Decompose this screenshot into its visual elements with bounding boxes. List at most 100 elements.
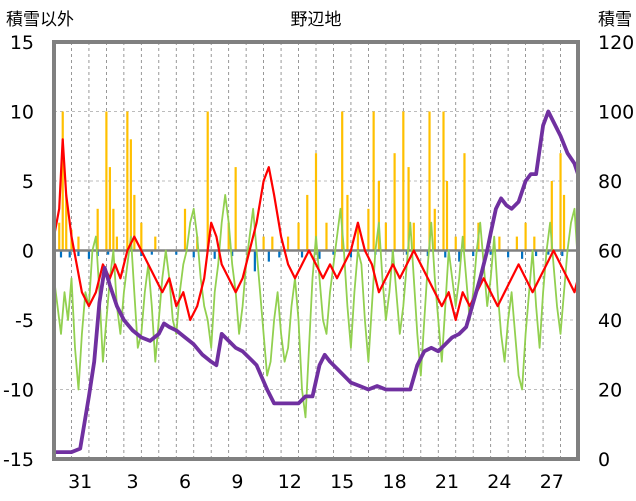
precipitation-bars (58, 111, 566, 251)
snow_change-bar-9 (192, 250, 195, 258)
precip-bar-19 (234, 167, 237, 251)
precip-bar-45 (498, 236, 501, 251)
precip-bar-15 (183, 208, 187, 251)
x-tick-label-7: 21 (435, 471, 459, 493)
precip-bar-0 (58, 222, 61, 251)
snow_change-bar-28 (521, 250, 524, 259)
snow_change-bar-15 (300, 250, 304, 258)
snow-depth-series (52, 109, 580, 455)
x-tick-label-8: 24 (487, 471, 511, 493)
left-tick-label-5: 10 (10, 102, 34, 124)
temperature-series (52, 138, 580, 322)
plot-frame (52, 40, 580, 461)
precip-bar-37 (412, 222, 415, 251)
precip-bar-14 (154, 236, 157, 251)
precip-bar-50 (559, 153, 562, 251)
snow_change-bar-18 (349, 250, 353, 258)
precip-bar-28 (346, 194, 349, 251)
snow_change-bar-12 (253, 250, 256, 272)
precip-bar-41 (445, 181, 449, 251)
right-axis-title: 積雪 (598, 10, 632, 30)
right-tick-label-0: 0 (598, 449, 610, 471)
x-tick-label-1: 3 (127, 471, 139, 493)
precip-bar-42 (454, 236, 457, 251)
snow_change-bar-23 (444, 250, 447, 258)
precip-bar-51 (562, 194, 566, 251)
x-tick-label-0: 31 (68, 471, 92, 493)
precip-bar-4 (77, 236, 80, 251)
snow_change-bar-22 (426, 250, 429, 257)
precip-bar-49 (550, 181, 553, 251)
x-tick-label-2: 6 (179, 471, 191, 493)
precip-bar-27 (341, 111, 344, 251)
x-axis-ticks: 31 3 6 9 12 15 18 21 24 27 (68, 471, 564, 493)
precip-bar-36 (407, 167, 410, 251)
precip-bar-33 (384, 222, 387, 251)
snow_change-bar-14 (278, 250, 281, 258)
precip-bar-35 (402, 111, 405, 251)
precip-bar-10 (126, 111, 129, 251)
snow_change-bar-24 (458, 250, 461, 262)
snow_depth-line (52, 109, 580, 455)
wind-series (53, 193, 579, 419)
precip-bar-31 (372, 111, 375, 251)
precip-bar-17 (206, 111, 209, 251)
precip-bar-39 (433, 208, 436, 251)
chart-title: 野辺地 (291, 10, 342, 30)
precip-bar-8 (112, 208, 115, 251)
snow_change-bar-21 (405, 250, 408, 255)
precip-bar-34 (393, 153, 396, 251)
snow_change-bar-13 (267, 250, 270, 262)
snow_change-bar-30 (547, 250, 550, 255)
x-tick-label-6: 18 (383, 471, 407, 493)
left-tick-label-2: -5 (15, 310, 34, 332)
precip-bar-20 (262, 236, 265, 251)
precip-bar-11 (129, 139, 132, 251)
snow_change-bar-0 (59, 250, 63, 258)
precip-bar-18 (227, 222, 230, 251)
left-tick-label-1: -10 (3, 380, 34, 402)
snow_change-bar-16 (318, 250, 321, 259)
left-tick-label-3: 0 (22, 241, 34, 263)
left-tick-label-6: 15 (10, 32, 34, 54)
precip-bar-2 (65, 194, 68, 251)
precip-bar-43 (463, 153, 466, 251)
right-tick-label-2: 40 (598, 310, 622, 332)
right-tick-label-6: 120 (598, 32, 634, 54)
precip-bar-25 (314, 153, 318, 251)
snow_change-bar-31 (561, 250, 564, 257)
right-axis-ticks: 0 20 40 60 80 100 120 (598, 32, 634, 471)
wind-line (53, 193, 579, 419)
x-tick-label-5: 15 (330, 471, 354, 493)
snow_change-bar-6 (140, 250, 143, 257)
right-tick-label-4: 80 (598, 171, 622, 193)
right-tick-label-1: 20 (598, 380, 622, 402)
precip-bar-29 (356, 222, 360, 251)
precip-bar-32 (377, 181, 380, 251)
snow_change-bar-27 (507, 250, 510, 258)
snow_change-bar-29 (534, 250, 538, 257)
precip-bar-24 (306, 194, 309, 251)
precip-bar-13 (140, 222, 143, 251)
precip-bar-1 (61, 111, 64, 251)
precip-bar-46 (515, 236, 518, 251)
precip-bar-12 (133, 194, 136, 251)
x-tick-label-3: 9 (231, 471, 243, 493)
precip-bar-9 (115, 236, 118, 251)
precip-bar-40 (442, 111, 445, 251)
snow_change-bar-26 (489, 250, 492, 255)
left-axis-title: 積雪以外 (6, 10, 74, 30)
precip-bar-22 (286, 236, 290, 251)
snow_change-bar-1 (68, 250, 71, 258)
right-tick-label-3: 60 (598, 241, 622, 263)
x-tick-label-9: 27 (540, 471, 564, 493)
snow_change-bar-2 (77, 250, 80, 257)
snow_change-bar-8 (175, 250, 178, 255)
precip-bar-30 (367, 208, 370, 251)
snow_change-bar-3 (87, 250, 91, 259)
left-tick-label-4: 5 (22, 171, 34, 193)
snow_change-bar-7 (150, 250, 153, 255)
right-tick-label-5: 100 (598, 102, 634, 124)
snow-change-bars (59, 250, 564, 272)
